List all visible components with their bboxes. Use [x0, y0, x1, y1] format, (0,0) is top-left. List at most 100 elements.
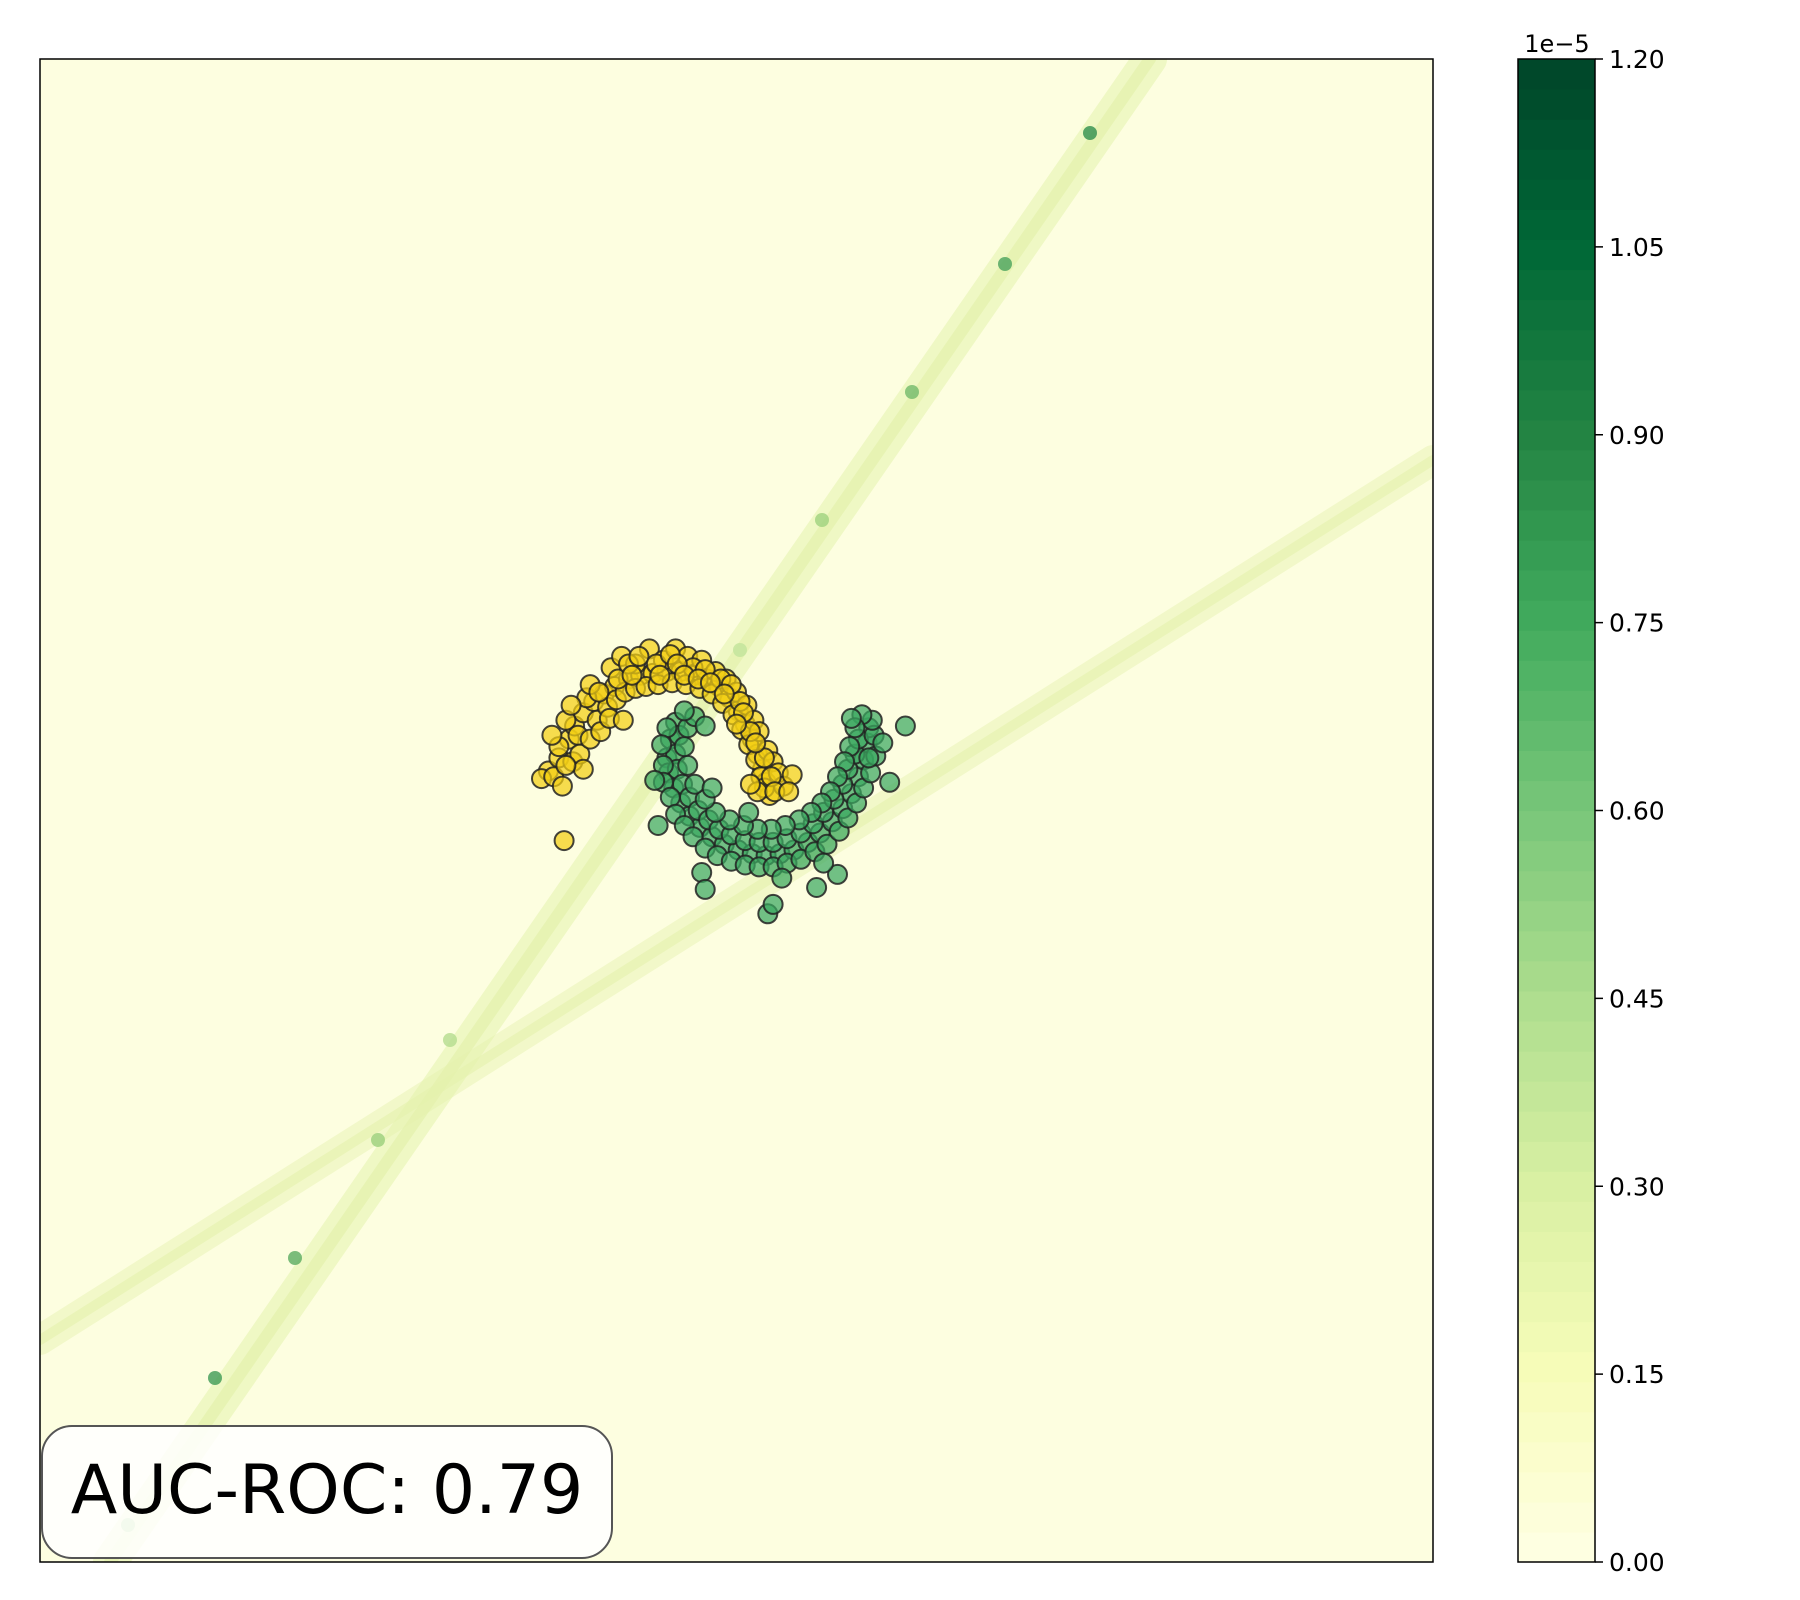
scatter-point-class-1	[840, 707, 862, 729]
colorbar-tick-label: 0.15	[1609, 1360, 1665, 1389]
colorbar-band	[1518, 1231, 1595, 1262]
colorbar-band	[1518, 840, 1595, 872]
colorbar-band	[1518, 1141, 1595, 1172]
colorbar-tick-label: 0.90	[1609, 421, 1665, 450]
scatter-point-class-0	[745, 732, 767, 754]
colorbar-band	[1518, 179, 1595, 210]
scatter-point-class-0	[572, 758, 594, 780]
heatmap-hotspot	[288, 1251, 302, 1265]
colorbar-band	[1518, 690, 1595, 721]
colorbar-tick-label: 0.75	[1609, 609, 1665, 638]
colorbar-band	[1518, 269, 1595, 301]
colorbar-ticks: 0.00 0.15 0.30 0.45 0.60 0.75 0.90 1.05 1.20	[1595, 45, 1665, 1577]
scatter-point-class-0	[555, 754, 577, 776]
heatmap-ridges	[40, 59, 1433, 1562]
colorbar-band	[1518, 119, 1595, 150]
colorbar-band	[1518, 329, 1595, 361]
scatter-point-class-0	[781, 764, 803, 786]
colorbar-band	[1518, 1081, 1595, 1112]
colorbar-band	[1518, 1351, 1595, 1383]
scatter-point-class-1	[762, 893, 784, 915]
colorbar-band	[1518, 570, 1595, 601]
colorbar-band	[1518, 1531, 1595, 1563]
scatter-point-class-0	[553, 830, 575, 852]
heatmap-hotspot	[443, 1033, 457, 1047]
plot-frame	[39, 58, 1434, 1563]
scatter-point-class-0	[628, 645, 650, 667]
colorbar-tick-label: 1.20	[1609, 45, 1665, 74]
colorbar-band	[1518, 960, 1595, 992]
colorbar: 0.00 0.15 0.30 0.45 0.60 0.75 0.90 1.05 1.20 1e−…	[1517, 30, 1665, 1577]
scatter-point-class-1	[738, 801, 760, 823]
scatter-point-class-0	[726, 713, 747, 735]
colorbar-band	[1518, 389, 1595, 421]
auc-annotation: AUC-ROC: 0.79	[41, 1425, 613, 1559]
colorbar-band	[1518, 1261, 1595, 1293]
scatter-point-class-1	[827, 863, 848, 885]
colorbar-gradient	[1518, 59, 1595, 1563]
colorbar-band	[1518, 1111, 1595, 1142]
scatter-point-class-0	[541, 724, 563, 746]
colorbar-band	[1518, 1171, 1595, 1202]
colorbar-band	[1518, 1411, 1595, 1443]
scatter-point-class-1	[701, 777, 723, 799]
scatter-point-class-1	[879, 771, 901, 793]
colorbar-band	[1518, 990, 1595, 1022]
colorbar-band	[1518, 930, 1595, 962]
heatmap-ridge-upper-core	[104, 59, 1156, 1562]
colorbar-band	[1518, 449, 1595, 481]
colorbar-band	[1518, 1291, 1595, 1323]
heatmap-hotspot	[998, 257, 1012, 271]
scatter-point-class-1	[694, 715, 716, 737]
scatter-point-class-1	[644, 769, 666, 791]
colorbar-band	[1518, 780, 1595, 812]
scatter-point-class-0	[713, 683, 735, 705]
scatter-point-class-0	[621, 664, 643, 686]
scatter-point-class-0	[699, 672, 721, 694]
heatmap-hotspot	[208, 1371, 222, 1385]
scatter-point-class-1	[858, 747, 880, 769]
colorbar-band	[1518, 1050, 1595, 1082]
colorbar-band	[1518, 359, 1595, 391]
scatter-point-class-1	[673, 736, 695, 758]
scatter-point-class-1	[894, 715, 916, 737]
heatmap-hotspot	[905, 385, 919, 399]
colorbar-band	[1518, 870, 1595, 902]
scatter-point-class-1	[691, 862, 713, 883]
colorbar-band	[1518, 149, 1595, 180]
colorbar-band	[1518, 720, 1595, 751]
colorbar-band	[1518, 630, 1595, 661]
colorbar-band	[1518, 810, 1595, 842]
colorbar-band	[1518, 239, 1595, 271]
colorbar-band	[1518, 1020, 1595, 1052]
scatter-point-class-1	[647, 815, 669, 836]
scatter-point-class-1	[694, 878, 716, 900]
colorbar-tick-label: 0.30	[1609, 1172, 1665, 1201]
colorbar-band	[1518, 299, 1595, 331]
scatter-point-class-0	[649, 664, 671, 686]
scatter-point-class-1	[813, 852, 835, 874]
colorbar-band	[1518, 1471, 1595, 1503]
colorbar-band	[1518, 539, 1595, 571]
scatter-point-class-1	[673, 700, 695, 722]
heatmap-hotspot	[371, 1133, 385, 1147]
colorbar-band	[1518, 750, 1595, 782]
colorbar-band	[1518, 1381, 1595, 1413]
scatter-point-class-0	[612, 709, 634, 731]
auc-annotation-box	[41, 1425, 613, 1559]
scatter-point-class-1	[771, 867, 793, 889]
colorbar-tick-label: 0.45	[1609, 984, 1665, 1013]
heatmap-hotspot	[733, 643, 747, 657]
colorbar-tick-label: 1.05	[1609, 233, 1665, 262]
scatter-points	[531, 638, 916, 925]
colorbar-band	[1518, 419, 1595, 451]
scatter-point-class-1	[872, 732, 894, 754]
heatmap-hotspot	[815, 513, 829, 527]
colorbar-offset-label: 1e−5	[1524, 30, 1589, 58]
colorbar-band	[1518, 1201, 1595, 1232]
colorbar-tick-label: 0.60	[1609, 797, 1665, 826]
scatter-point-class-0	[560, 694, 582, 716]
heatmap-ridge-lower-core	[40, 455, 1433, 1345]
colorbar-band	[1518, 479, 1595, 511]
